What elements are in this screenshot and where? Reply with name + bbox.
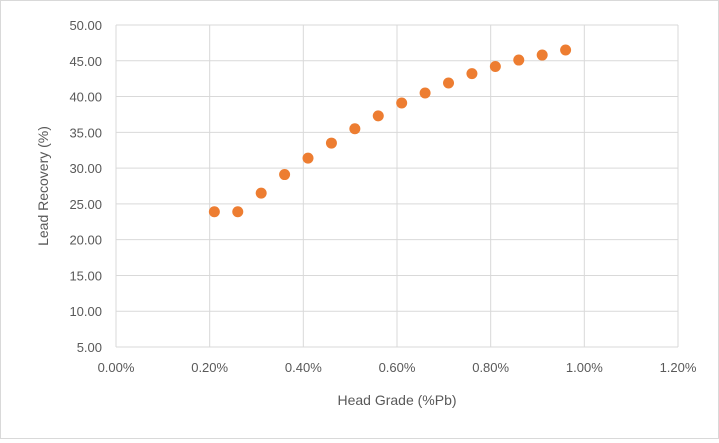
y-tick-label: 10.00 — [69, 304, 102, 319]
y-tick-label: 25.00 — [69, 197, 102, 212]
data-points — [208, 44, 572, 218]
data-point — [208, 206, 220, 218]
y-axis-ticks: 5.00 10.00 15.00 20.00 25.00 30.00 35.00 40.00 4… — [69, 18, 102, 355]
data-point — [255, 187, 267, 199]
x-axis-title: Head Grade (%Pb) — [337, 392, 456, 408]
data-point — [560, 44, 572, 56]
data-point — [302, 152, 314, 164]
y-tick-label: 40.00 — [69, 90, 102, 105]
y-tick-label: 5.00 — [77, 340, 102, 355]
x-tick-label: 1.20% — [660, 360, 697, 375]
data-point — [279, 169, 291, 181]
y-tick-label: 45.00 — [69, 54, 102, 69]
x-tick-label: 0.20% — [191, 360, 228, 375]
data-point — [372, 110, 384, 122]
x-tick-label: 0.80% — [472, 360, 509, 375]
y-axis-title: Lead Recovery (%) — [35, 126, 51, 246]
y-tick-label: 30.00 — [69, 161, 102, 176]
data-point — [466, 68, 478, 80]
data-point — [325, 137, 337, 149]
data-point — [349, 123, 361, 135]
data-point — [513, 54, 525, 66]
y-tick-label: 50.00 — [69, 18, 102, 33]
data-point — [232, 206, 244, 218]
y-tick-label: 35.00 — [69, 125, 102, 140]
y-tick-label: 15.00 — [69, 268, 102, 283]
data-point — [536, 49, 548, 61]
x-axis-ticks: 0.00% 0.20% 0.40% 0.60% 0.80% 1.00% 1.20% — [98, 360, 697, 375]
gridlines — [115, 24, 679, 348]
data-point — [443, 77, 455, 89]
x-tick-label: 0.60% — [379, 360, 416, 375]
y-tick-label: 20.00 — [69, 233, 102, 248]
x-tick-label: 0.40% — [285, 360, 322, 375]
data-point — [419, 87, 431, 99]
data-point — [396, 97, 408, 109]
data-point — [489, 61, 501, 73]
x-tick-label: 1.00% — [566, 360, 603, 375]
x-tick-label: 0.00% — [98, 360, 135, 375]
